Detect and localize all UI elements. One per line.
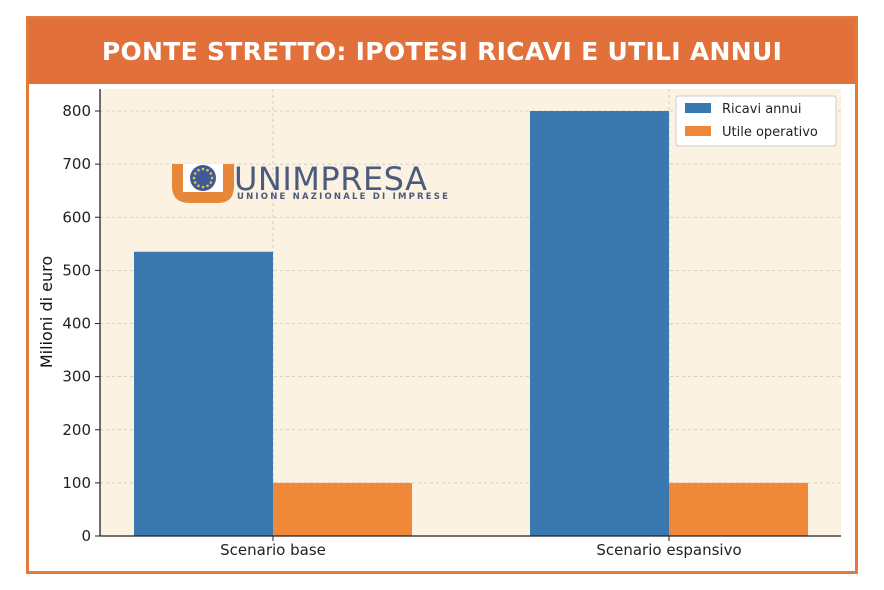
- eu-star: [192, 176, 196, 180]
- unimpresa-logo: UNIMPRESA UNIONE NAZIONALE DI IMPRESE: [172, 160, 450, 203]
- logo-tagline: UNIONE NAZIONALE DI IMPRESE: [237, 192, 450, 202]
- eu-star: [209, 181, 213, 184]
- y-tick-label: 100: [62, 474, 91, 492]
- eu-star: [210, 176, 214, 180]
- y-tick-label: 200: [62, 421, 91, 439]
- eu-star: [193, 181, 197, 184]
- eu-star: [206, 168, 209, 172]
- chart-title-banner: PONTE STRETTO: IPOTESI RICAVI E UTILI AN…: [29, 19, 855, 84]
- bar-utile-1: [669, 482, 808, 536]
- eu-star: [209, 172, 213, 175]
- y-tick-label: 300: [62, 368, 91, 386]
- legend: Ricavi annui Utile operativo: [675, 95, 837, 147]
- logo-wordmark: UNIMPRESA: [234, 160, 427, 198]
- x-tick-label: Scenario base: [220, 541, 326, 559]
- eu-star: [201, 185, 205, 189]
- bar-utile-0: [273, 482, 412, 536]
- eu-star: [201, 167, 205, 171]
- bar-ricavi-0: [134, 251, 273, 536]
- y-ticks: 0 100 200 300 400 500 600 700 800: [62, 102, 100, 545]
- x-tick-label: Scenario espansivo: [596, 541, 741, 559]
- eu-star: [206, 184, 209, 188]
- legend-label-ricavi: Ricavi annui: [722, 102, 802, 117]
- y-tick-label: 400: [62, 315, 91, 333]
- legend-box: [675, 95, 837, 147]
- y-tick-label: 600: [62, 208, 91, 226]
- eu-stars-icon: [190, 165, 216, 191]
- y-tick-label: 700: [62, 155, 91, 173]
- eu-star: [193, 172, 197, 175]
- bars: [134, 111, 808, 536]
- eu-star: [197, 168, 200, 172]
- eu-stars: [192, 167, 214, 189]
- y-tick-label: 800: [62, 102, 91, 120]
- y-tick-label: 500: [62, 261, 91, 279]
- bar-ricavi-1: [530, 111, 669, 536]
- legend-swatch-utile: [685, 126, 711, 136]
- y-tick-label: 0: [81, 527, 91, 545]
- y-axis-label: Milioni di euro: [37, 256, 56, 368]
- eu-star: [197, 184, 200, 188]
- axes: [99, 89, 841, 537]
- x-ticks: Scenario base Scenario espansivo: [220, 536, 742, 559]
- legend-swatch-ricavi: [685, 103, 711, 113]
- legend-label-utile: Utile operativo: [722, 125, 818, 140]
- chart-title: PONTE STRETTO: IPOTESI RICAVI E UTILI AN…: [101, 37, 783, 66]
